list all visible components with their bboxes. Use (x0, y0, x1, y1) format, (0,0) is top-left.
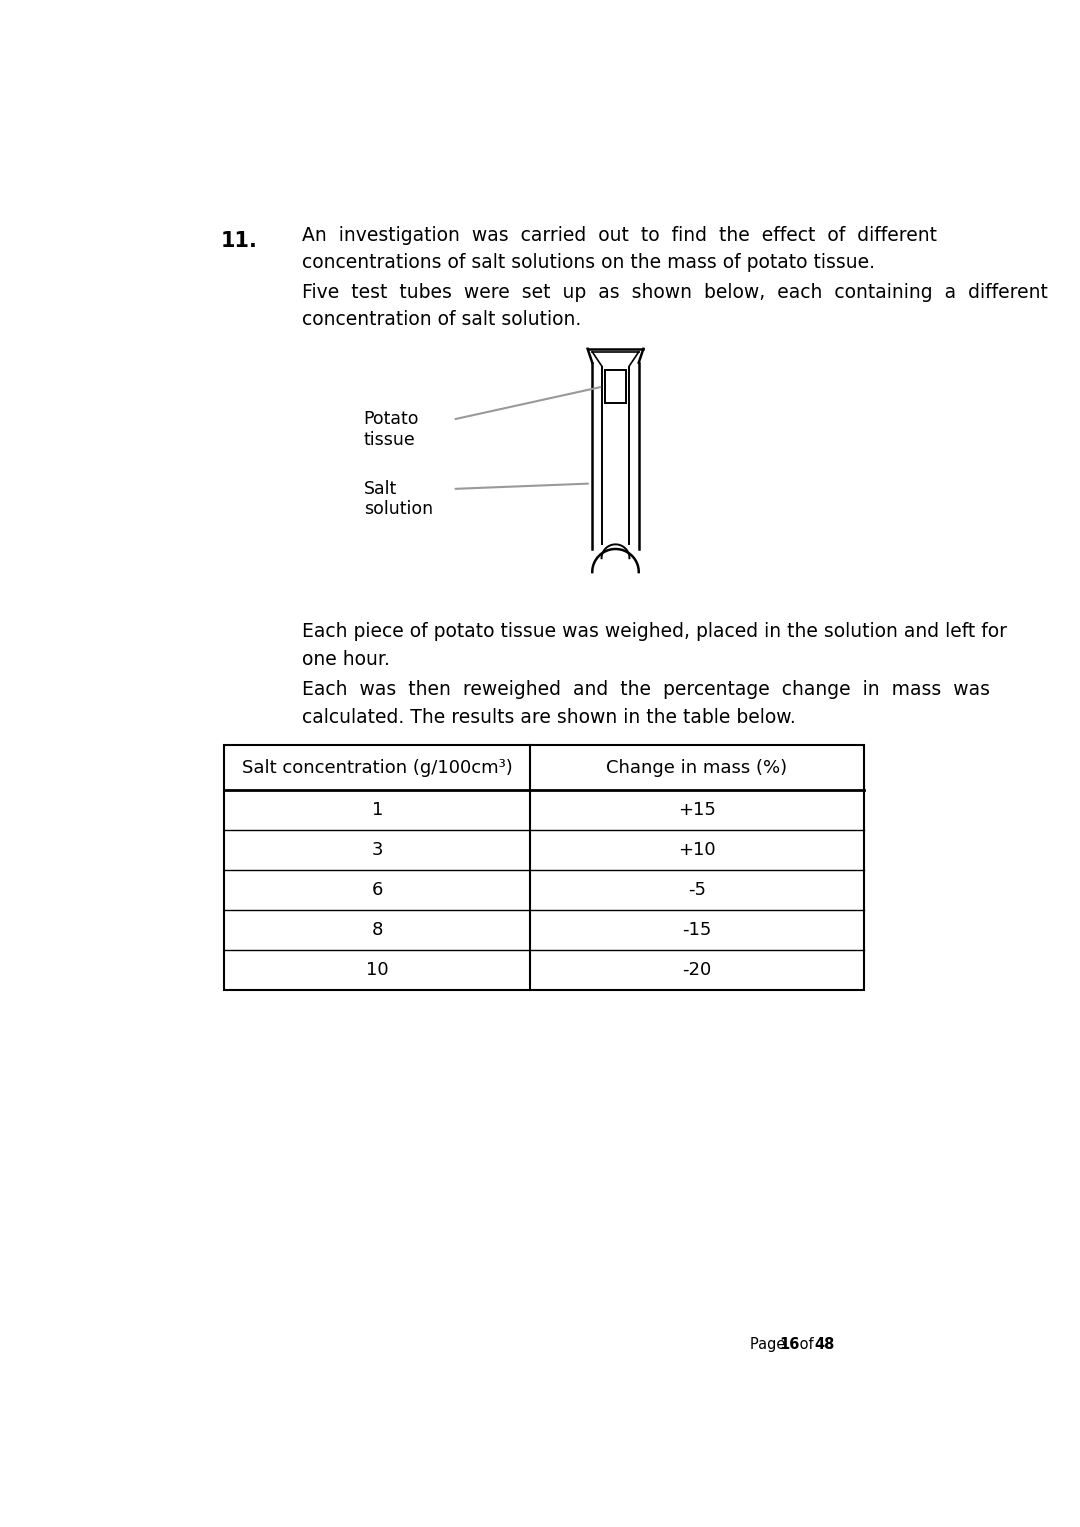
Text: -15: -15 (683, 921, 712, 939)
Text: 8: 8 (372, 921, 383, 939)
Text: +15: +15 (678, 802, 716, 818)
Text: 16: 16 (780, 1336, 800, 1351)
Text: 11.: 11. (220, 231, 257, 250)
Text: 3: 3 (372, 841, 383, 860)
Text: Potato
tissue: Potato tissue (364, 411, 419, 449)
Text: Each piece of potato tissue was weighed, placed in the solution and left for: Each piece of potato tissue was weighed,… (301, 621, 1007, 641)
Text: Five  test  tubes  were  set  up  as  shown  below,  each  containing  a  differ: Five test tubes were set up as shown bel… (301, 284, 1048, 302)
Text: +10: +10 (678, 841, 716, 860)
Text: 48: 48 (814, 1336, 835, 1351)
Text: Page: Page (750, 1336, 789, 1351)
Text: 6: 6 (372, 881, 383, 899)
Text: -20: -20 (683, 960, 712, 979)
Text: of: of (795, 1336, 818, 1351)
Text: concentration of salt solution.: concentration of salt solution. (301, 310, 581, 330)
Text: An  investigation  was  carried  out  to  find  the  effect  of  different: An investigation was carried out to find… (301, 226, 936, 244)
Bar (605, 371, 626, 403)
Text: Salt concentration (g/100cm³): Salt concentration (g/100cm³) (242, 759, 513, 777)
Text: Change in mass (%): Change in mass (%) (606, 759, 787, 777)
Text: 1: 1 (372, 802, 383, 818)
Text: 10: 10 (366, 960, 389, 979)
Text: -5: -5 (688, 881, 706, 899)
Text: Salt
solution: Salt solution (364, 479, 433, 519)
Bar (225, 745, 864, 989)
Text: concentrations of salt solutions on the mass of potato tissue.: concentrations of salt solutions on the … (301, 252, 875, 272)
Text: calculated. The results are shown in the table below.: calculated. The results are shown in the… (301, 707, 795, 727)
Text: one hour.: one hour. (301, 651, 390, 669)
Text: Each  was  then  reweighed  and  the  percentage  change  in  mass  was: Each was then reweighed and the percenta… (301, 680, 989, 699)
